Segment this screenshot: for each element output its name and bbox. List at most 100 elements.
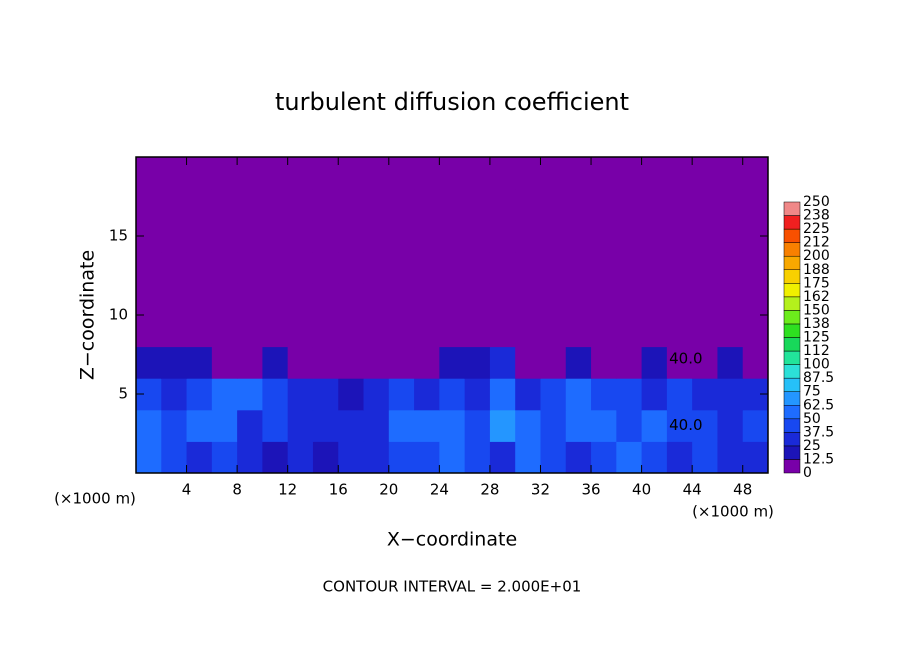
cell [515, 220, 541, 253]
cell [363, 188, 390, 221]
cell [540, 283, 567, 316]
cell [666, 378, 693, 411]
cell [641, 220, 668, 253]
cell [136, 283, 162, 316]
cell [211, 220, 238, 253]
cell [641, 283, 668, 316]
y-axis-label: Z−coordinate [77, 250, 99, 380]
cell [439, 220, 466, 253]
cell [464, 346, 491, 379]
cell [237, 409, 263, 442]
cell [161, 378, 188, 411]
cell [388, 346, 415, 379]
cell [363, 441, 390, 474]
cell [641, 188, 668, 221]
cell [388, 283, 415, 316]
colorbar-swatch [783, 418, 801, 433]
cell [388, 378, 415, 411]
cell [489, 346, 516, 379]
cell [312, 378, 339, 411]
x-tick-label: 24 [430, 481, 449, 499]
cell [186, 283, 213, 316]
colorbar-swatch [783, 337, 801, 352]
cell [565, 220, 592, 253]
colorbar-swatch [783, 201, 801, 216]
cell [641, 441, 668, 474]
cell [388, 220, 415, 253]
x-tick-label: 32 [531, 481, 550, 499]
cell [464, 283, 491, 316]
cell [439, 441, 466, 474]
colorbar-swatch [783, 432, 801, 447]
cell [692, 441, 718, 474]
x-tick-label: 16 [329, 481, 348, 499]
cell [565, 409, 592, 442]
cell [414, 346, 440, 379]
cell [489, 378, 516, 411]
colorbar-swatch [783, 228, 801, 243]
cell [692, 251, 718, 284]
cell [641, 378, 668, 411]
cell [666, 188, 693, 221]
cell [287, 251, 314, 284]
cell [186, 346, 213, 379]
x-tick-label: 44 [683, 481, 702, 499]
cell [464, 220, 491, 253]
cell [717, 409, 744, 442]
cell [717, 346, 744, 379]
cell [287, 188, 314, 221]
cell [515, 283, 541, 316]
cell [186, 251, 213, 284]
cell [312, 441, 339, 474]
cell [666, 283, 693, 316]
colorbar-swatch [783, 350, 801, 365]
cell [211, 251, 238, 284]
cell [136, 346, 162, 379]
cell [414, 188, 440, 221]
cell [616, 251, 643, 284]
cell [464, 315, 491, 348]
cell [136, 409, 162, 442]
cell [666, 157, 693, 190]
colorbar-label: 250 [803, 194, 830, 210]
cell [186, 378, 213, 411]
cell [540, 315, 567, 348]
cell [439, 409, 466, 442]
x-tick-label: 48 [733, 481, 752, 499]
cell [515, 251, 541, 284]
cell [312, 251, 339, 284]
cell [439, 251, 466, 284]
cell [287, 346, 314, 379]
cell [262, 315, 289, 348]
cell [540, 346, 567, 379]
cell [363, 220, 390, 253]
cell [338, 441, 365, 474]
colorbar-label: 62.5 [803, 397, 834, 413]
cell [591, 283, 617, 316]
colorbar-swatch [783, 269, 801, 284]
cell [742, 251, 769, 284]
cell [186, 188, 213, 221]
cell [338, 283, 365, 316]
footnote: CONTOUR INTERVAL = 2.000E+01 [323, 578, 582, 596]
cell [312, 283, 339, 316]
x-tick-label: 12 [278, 481, 297, 499]
cell [540, 220, 567, 253]
cell [616, 315, 643, 348]
cell [262, 251, 289, 284]
cell [540, 188, 567, 221]
cell [489, 315, 516, 348]
colorbar-swatch [783, 323, 801, 338]
colorbar-swatch [783, 215, 801, 230]
cell [616, 188, 643, 221]
cell [161, 157, 188, 190]
cell [742, 315, 769, 348]
cell [666, 220, 693, 253]
colorbar-label: 200 [803, 248, 830, 264]
cell [312, 220, 339, 253]
cell [136, 157, 162, 190]
cell [161, 188, 188, 221]
cell [717, 157, 744, 190]
cell [666, 315, 693, 348]
